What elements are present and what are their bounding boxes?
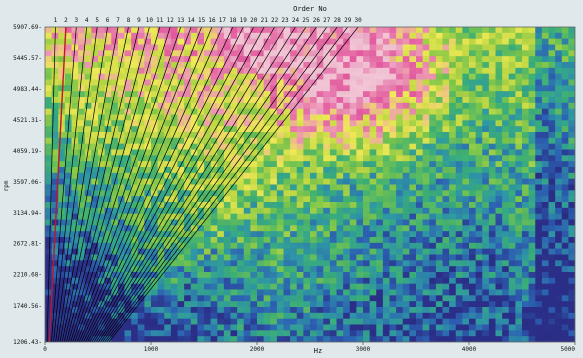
plot-frame [44, 26, 576, 343]
x-tick-label: 1000 [144, 346, 159, 353]
y-axis: 1206.43- 1740.56- 2210.68- 2672.81- 3134.94-… [13, 24, 42, 346]
order-label: 27 [323, 17, 331, 24]
order-line [102, 27, 328, 342]
y-tick-label: 1740.56- [13, 303, 42, 310]
order-label: 20 [250, 17, 258, 24]
x-tick-label: 4000 [462, 346, 477, 353]
plot-area [45, 27, 575, 342]
order-line [95, 27, 296, 342]
x-tick-label: 3000 [356, 346, 371, 353]
y-tick-label: 4521.31- [13, 117, 42, 124]
order-label: 13 [177, 17, 185, 24]
order-line [83, 27, 234, 342]
order-line [65, 27, 150, 342]
order-label: 29 [344, 17, 352, 24]
order-label: 21 [261, 17, 269, 24]
order-line [91, 27, 275, 342]
y-axis-label: rpm [3, 180, 10, 191]
chart-title: Order No [293, 5, 327, 13]
order-line [46, 27, 56, 342]
order-label: 9 [137, 17, 141, 24]
order-line [85, 27, 244, 342]
order-line [51, 27, 77, 342]
order-line [48, 27, 67, 342]
order-line [76, 27, 202, 342]
x-tick-label: 0 [43, 346, 47, 353]
order-line [98, 27, 307, 342]
order-line [53, 27, 88, 342]
order-line [68, 27, 161, 342]
order-line [61, 27, 129, 342]
x-axis-label: Hz [314, 347, 322, 355]
y-tick-label: 5445.57- [13, 55, 42, 62]
order-label: 17 [219, 17, 227, 24]
order-labels: 1 2 3 4 5 6 7 8 9 10 11 12 13 14 15 16 17 18 19 20 21 22 23 24 2… [54, 17, 363, 24]
y-tick-label: 3597.06- [13, 179, 42, 186]
y-tick-label: 4059.19- [13, 148, 42, 155]
order-line [74, 27, 192, 342]
order-label: 12 [167, 17, 175, 24]
order-label: 8 [127, 17, 131, 24]
order-line [72, 27, 182, 342]
x-tick-label: 5000 [561, 346, 576, 353]
order-label: 7 [116, 17, 120, 24]
order-label: 2 [64, 17, 68, 24]
y-tick-label: 2672.81- [13, 241, 42, 248]
order-line [63, 27, 140, 342]
order-label: 3 [74, 17, 78, 24]
order-label: 28 [334, 17, 342, 24]
order-label: 30 [354, 17, 362, 24]
order-label: 23 [281, 17, 289, 24]
order-label: 1 [54, 17, 58, 24]
order-line [106, 27, 348, 342]
order-label: 24 [292, 17, 300, 24]
order-label: 11 [156, 17, 164, 24]
order-line [87, 27, 255, 342]
order-label: 15 [198, 17, 206, 24]
order-line [104, 27, 338, 342]
order-label: 5 [95, 17, 99, 24]
order-line [78, 27, 213, 342]
y-tick-label: 4983.44- [13, 86, 42, 93]
order-line [70, 27, 171, 342]
order-line [55, 27, 98, 342]
order-label: 18 [229, 17, 237, 24]
y-tick-label: 5907.69- [13, 24, 42, 31]
order-label: 22 [271, 17, 279, 24]
order-label: 14 [187, 17, 195, 24]
y-tick-label: 3134.94- [13, 210, 42, 217]
order-label: 25 [302, 17, 310, 24]
y-tick-label: 2210.68- [13, 272, 42, 279]
order-label: 6 [106, 17, 110, 24]
order-line [108, 27, 359, 342]
order-line [100, 27, 317, 342]
y-tick-label: 1206.43- [13, 339, 42, 346]
order-label: 10 [146, 17, 154, 24]
order-label: 19 [240, 17, 248, 24]
order-label: 26 [313, 17, 321, 24]
order-label: 16 [208, 17, 216, 24]
order-line [57, 27, 108, 342]
order-label: 4 [85, 17, 89, 24]
order-line [59, 27, 119, 342]
order-line [89, 27, 265, 342]
x-tick-label: 2000 [250, 346, 265, 353]
order-line [93, 27, 286, 342]
x-axis: 0 1000 2000 3000 4000 5000 [43, 342, 575, 353]
order-line [80, 27, 223, 342]
